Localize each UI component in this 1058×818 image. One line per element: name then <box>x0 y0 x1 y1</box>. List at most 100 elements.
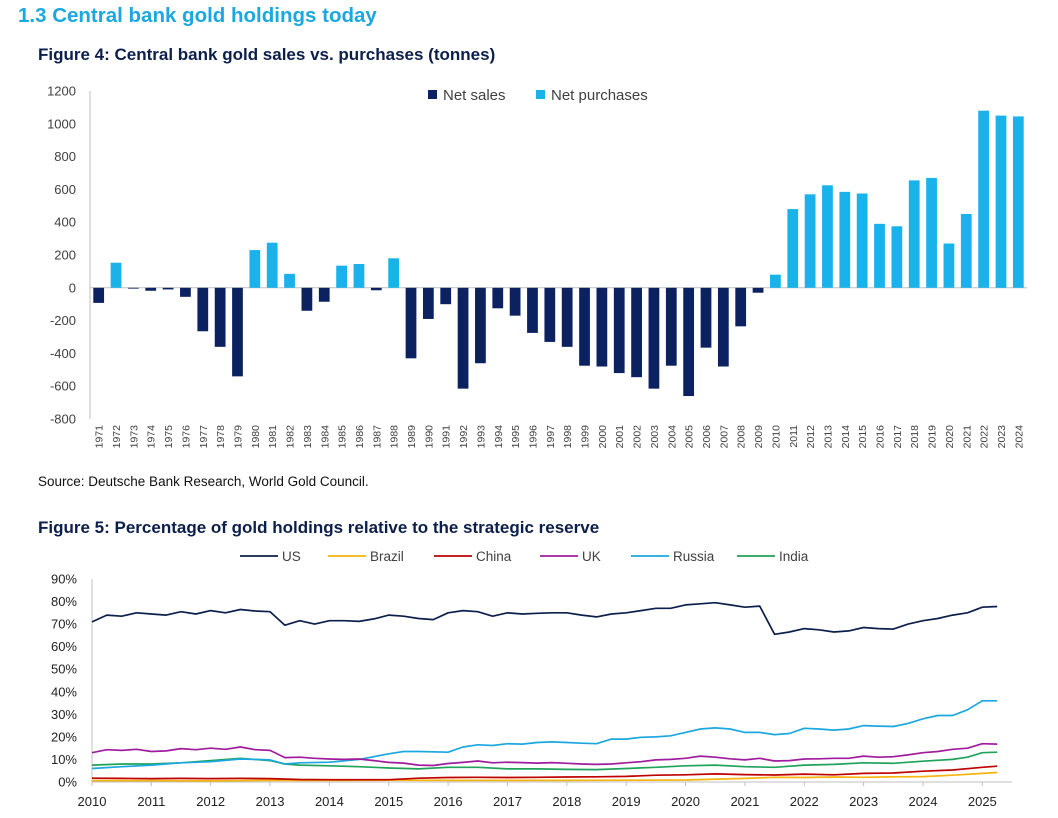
figure4-x-tick-label: 1990 <box>423 425 435 449</box>
figure4-x-tick-label: 2015 <box>857 425 869 449</box>
figure4-x-tick-label: 2021 <box>961 425 973 449</box>
figure4-x-tick-label: 2024 <box>1013 425 1025 449</box>
figure4-x-tick-label: 1979 <box>232 425 244 449</box>
figure4-bar <box>908 180 920 288</box>
figure4-bar <box>717 287 729 367</box>
figure4-bar <box>683 287 695 397</box>
figure4-bar <box>93 287 105 303</box>
figure4-y-tick-label: 400 <box>54 215 76 230</box>
figure4-x-tick-label: 2016 <box>875 425 887 449</box>
figure4-x-tick-label: 2006 <box>701 425 713 449</box>
figure4-bar <box>162 287 174 290</box>
figure5-x-tick-label: 2011 <box>137 794 165 809</box>
figure4-bar <box>804 194 816 288</box>
figure4-bar <box>995 115 1007 288</box>
figure4-bar <box>856 193 868 288</box>
figure5-y-tick-label: 60% <box>51 639 77 654</box>
figure5-x-tick-label: 2013 <box>256 794 285 809</box>
figure4-bar <box>735 287 747 327</box>
figure5-series-line-china <box>91 765 998 781</box>
figure4-bar <box>978 110 989 288</box>
figure4-ticks: -800 -600 -400 -200 0 200 400 600 800 1000 1200 197… <box>47 84 1025 449</box>
figure5-x-tick-label: 2010 <box>78 794 107 809</box>
figure5-y-tick-label: 90% <box>51 572 77 587</box>
figure4-x-tick-label: 2011 <box>788 425 800 448</box>
figure4-bar <box>301 287 313 311</box>
figure4-x-tick-label: 1974 <box>146 425 158 449</box>
figure4-x-tick-label: 1991 <box>441 425 453 449</box>
figure5-series-line-uk <box>91 742 998 767</box>
figure4-x-tick-label: 1997 <box>545 425 557 449</box>
figure4-y-tick-label: 800 <box>54 149 76 164</box>
figure4-bar <box>960 214 972 288</box>
figure5-x-tick-label: 2016 <box>434 794 463 809</box>
figure4-x-tick-label: 2010 <box>770 425 782 449</box>
figure4-x-tick-label: 1999 <box>580 425 592 449</box>
figure4-x-tick-label: 1980 <box>250 425 262 449</box>
figure5-series-line-us <box>91 601 998 636</box>
figure4-bar <box>822 185 833 288</box>
figure4-bar <box>1012 116 1024 288</box>
figure4-bar <box>596 287 608 367</box>
figure4-bar <box>232 287 243 377</box>
figure4-bar <box>613 287 625 374</box>
figure4-x-tick-label: 1992 <box>458 425 470 449</box>
figure4-x-tick-label: 2012 <box>805 425 817 449</box>
figure4-legend: Net sales Net purchases <box>428 87 648 104</box>
figure4-bars <box>93 110 1024 397</box>
figure4-x-tick-label: 1995 <box>510 425 522 449</box>
figure4-bar <box>457 287 469 389</box>
figure4-bar <box>700 287 712 348</box>
figure4-bar <box>249 250 261 288</box>
figure4-x-tick-label: 1985 <box>337 425 349 449</box>
figure4-legend-swatch <box>536 90 545 99</box>
figure4-legend-label: Net sales <box>443 87 506 104</box>
figure4-bar <box>631 287 642 378</box>
figure5-legend-label: China <box>476 549 512 564</box>
figure4-bar <box>874 223 885 288</box>
figure4-x-tick-label: 1983 <box>302 425 314 449</box>
figure4-bar <box>839 191 851 288</box>
figure4-y-tick-label: 1200 <box>47 84 76 99</box>
figure5-title: Figure 5: Percentage of gold holdings re… <box>38 518 600 537</box>
figure4-x-tick-label: 1996 <box>527 425 539 449</box>
figure4-x-tick-label: 1973 <box>128 425 140 449</box>
figure4-bar <box>128 287 139 289</box>
figure4-legend-swatch <box>428 90 437 99</box>
figure4-legend-label: Net purchases <box>551 87 648 104</box>
figure4-y-tick-label: -800 <box>50 412 76 427</box>
figure4-x-tick-label: 2019 <box>927 425 939 449</box>
figure5-y-tick-label: 70% <box>51 617 77 632</box>
figure4-bar <box>891 226 903 288</box>
figure4-x-tick-label: 2022 <box>979 425 991 449</box>
figure5-series-line-brazil <box>92 771 998 782</box>
figure4-x-tick-label: 2002 <box>632 425 644 449</box>
figure4-x-tick-label: 1971 <box>94 425 106 449</box>
figure5-legend-label: Russia <box>673 549 715 564</box>
figure4-x-tick-label: 2008 <box>736 425 748 449</box>
figure5-y-tick-label: 80% <box>51 594 77 609</box>
figure4-x-tick-label: 1986 <box>354 425 366 449</box>
figure4-x-tick-label: 1984 <box>319 425 331 449</box>
figure5-series-line-russia <box>91 699 998 770</box>
figure4-bar <box>475 287 486 364</box>
figure4-x-tick-label: 2007 <box>718 425 730 449</box>
figure5-x-tick-label: 2025 <box>968 794 997 809</box>
figure4-axes <box>89 91 1027 419</box>
figure4-title: Figure 4: Central bank gold sales vs. pu… <box>38 45 496 64</box>
figure4-x-tick-label: 2020 <box>944 425 956 449</box>
figure4-bar <box>527 287 538 333</box>
figure4-bar <box>388 258 400 288</box>
figure5-x-tick-label: 2015 <box>374 794 403 809</box>
figure4-y-tick-label: 0 <box>69 280 76 295</box>
section-title: 1.3 Central bank gold holdings today <box>18 4 377 27</box>
figure4-bar <box>926 177 937 288</box>
figure4-bar <box>544 287 556 342</box>
figure4-x-tick-label: 1972 <box>111 425 123 449</box>
figure4-bar <box>266 242 278 288</box>
figure5-legend-label: UK <box>582 549 601 564</box>
figure4-y-tick-label: 600 <box>54 182 76 197</box>
figure4-bar <box>752 287 764 293</box>
figure4-bar <box>284 273 295 288</box>
figure4-x-tick-label: 2000 <box>597 425 609 449</box>
